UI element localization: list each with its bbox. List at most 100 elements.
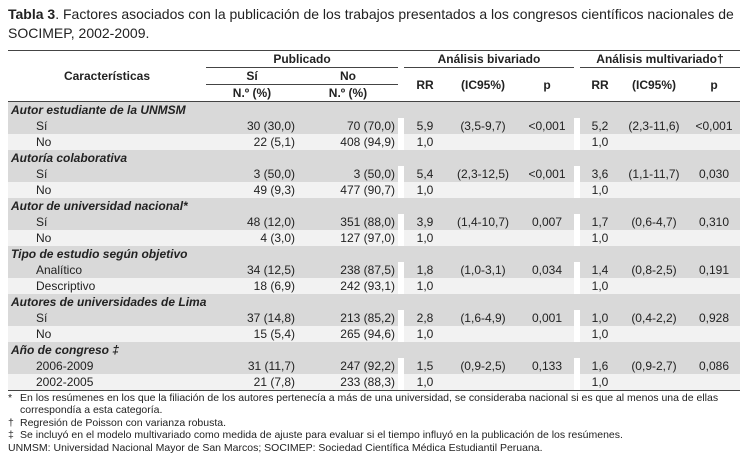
cell-ic-multivariado <box>620 326 688 342</box>
row-label: Sí <box>8 214 206 230</box>
cell-p-bivariado: <0,001 <box>520 118 574 134</box>
group-row: Tipo de estudio según objetivo <box>8 246 740 262</box>
cell-p-multivariado <box>688 326 740 342</box>
row-label: 2002-2005 <box>8 374 206 391</box>
table-caption: Tabla 3. Factores asociados con la publi… <box>8 5 743 43</box>
cell-p-bivariado <box>520 182 574 198</box>
footnote-mark: ‡ <box>8 429 14 442</box>
footnote: UNMSM: Universidad Nacional Mayor de San… <box>8 442 743 454</box>
cell-rr-bivariado: 1,5 <box>404 358 446 374</box>
cell-ic-bivariado: (1,0-3,1) <box>446 262 520 278</box>
group-title: Año de congreso ‡ <box>8 342 740 358</box>
cell-rr-bivariado: 5,9 <box>404 118 446 134</box>
cell-rr-multivariado: 3,6 <box>580 166 620 182</box>
cell-p-bivariado <box>520 230 574 246</box>
cell-rr-multivariado: 5,2 <box>580 118 620 134</box>
gap-cell <box>574 214 580 230</box>
table-row: 2006-2009 31 (11,7) 247 (92,2) 1,5 (0,9-2,5)… <box>8 358 740 374</box>
row-label: Analítico <box>8 262 206 278</box>
row-label: 2006-2009 <box>8 358 206 374</box>
table-row: No 22 (5,1) 408 (94,9) 1,0 1,0 <box>8 134 740 150</box>
gap-cell <box>398 118 404 134</box>
table-row: Sí 3 (50,0) 3 (50,0) 5,4 (2,3-12,5) <0,001 3,6… <box>8 166 740 182</box>
cell-p-bivariado: 0,001 <box>520 310 574 326</box>
group-row: Autores de universidades de Lima <box>8 294 740 310</box>
table-row: Analítico 34 (12,5) 238 (87,5) 1,8 (1,0-3,1)… <box>8 262 740 278</box>
cell-publicado-no: 127 (97,0) <box>298 230 398 246</box>
footnote-mark: * <box>8 392 13 404</box>
cell-p-multivariado <box>688 374 740 391</box>
group-row: Autoría colaborativa <box>8 150 740 166</box>
cell-p-multivariado: 0,310 <box>688 214 740 230</box>
cell-p-bivariado: 0,034 <box>520 262 574 278</box>
cell-rr-bivariado: 1,0 <box>404 326 446 342</box>
row-label: No <box>8 230 206 246</box>
row-label: No <box>8 134 206 150</box>
table-row: No 15 (5,4) 265 (94,6) 1,0 1,0 <box>8 326 740 342</box>
cell-p-bivariado <box>520 374 574 391</box>
cell-rr-multivariado: 1,0 <box>580 182 620 198</box>
cell-p-multivariado <box>688 278 740 294</box>
header-n-pct-no: N.º (%) <box>298 84 398 102</box>
cell-ic-bivariado <box>446 182 520 198</box>
cell-rr-bivariado: 1,0 <box>404 374 446 391</box>
header-caracteristicas: Características <box>8 50 206 102</box>
cell-p-multivariado: 0,030 <box>688 166 740 182</box>
group-title: Autor estudiante de la UNMSM <box>8 101 740 118</box>
cell-p-multivariado: 0,928 <box>688 310 740 326</box>
row-label: No <box>8 326 206 342</box>
gap-cell <box>398 214 404 230</box>
cell-ic-multivariado <box>620 278 688 294</box>
cell-publicado-si: 4 (3,0) <box>206 230 298 246</box>
cell-rr-multivariado: 1,0 <box>580 310 620 326</box>
gap-cell <box>398 230 404 246</box>
cell-rr-bivariado: 1,0 <box>404 182 446 198</box>
cell-rr-multivariado: 1,6 <box>580 358 620 374</box>
cell-p-bivariado <box>520 278 574 294</box>
cell-p-bivariado <box>520 326 574 342</box>
cell-rr-bivariado: 1,0 <box>404 278 446 294</box>
cell-ic-multivariado <box>620 230 688 246</box>
cell-rr-bivariado: 1,0 <box>404 134 446 150</box>
cell-ic-bivariado <box>446 278 520 294</box>
cell-p-multivariado: 0,086 <box>688 358 740 374</box>
gap-cell <box>398 182 404 198</box>
table-row: 2002-2005 21 (7,8) 233 (88,3) 1,0 1,0 <box>8 374 740 391</box>
footnote: ‡ Se incluyó en el modelo multivariado co… <box>8 429 743 441</box>
gap-cell <box>574 134 580 150</box>
cell-rr-multivariado: 1,0 <box>580 326 620 342</box>
cell-rr-bivariado: 1,8 <box>404 262 446 278</box>
table-row: Descriptivo 18 (6,9) 242 (93,1) 1,0 1,0 <box>8 278 740 294</box>
cell-ic-multivariado: (2,3-11,6) <box>620 118 688 134</box>
cell-p-multivariado <box>688 182 740 198</box>
header-publicado: Publicado <box>206 50 398 68</box>
cell-ic-multivariado <box>620 182 688 198</box>
cell-rr-multivariado: 1,0 <box>580 134 620 150</box>
table-row: Sí 30 (30,0) 70 (70,0) 5,9 (3,5-9,7) <0,001 5,… <box>8 118 740 134</box>
cell-ic-multivariado <box>620 374 688 391</box>
cell-publicado-no: 247 (92,2) <box>298 358 398 374</box>
header-si: Sí <box>206 67 298 85</box>
footnote-mark: † <box>8 416 14 429</box>
cell-publicado-si: 3 (50,0) <box>206 166 298 182</box>
header-ic-bivariado: (IC95%) <box>446 67 520 102</box>
table-row: Sí 37 (14,8) 213 (85,2) 2,8 (1,6-4,9) 0,001 1,… <box>8 310 740 326</box>
cell-publicado-no: 477 (90,7) <box>298 182 398 198</box>
cell-ic-bivariado <box>446 230 520 246</box>
table-row: No 4 (3,0) 127 (97,0) 1,0 1,0 <box>8 230 740 246</box>
cell-rr-multivariado: 1,7 <box>580 214 620 230</box>
gap-cell <box>574 278 580 294</box>
gap-cell <box>398 166 404 182</box>
gap-cell <box>574 326 580 342</box>
gap-cell <box>574 166 580 182</box>
gap-cell <box>398 262 404 278</box>
row-label: No <box>8 182 206 198</box>
gap-cell <box>398 374 404 391</box>
footnote-text: UNMSM: Universidad Nacional Mayor de San… <box>8 441 543 454</box>
header-n-pct-si: N.º (%) <box>206 84 298 102</box>
cell-rr-multivariado: 1,0 <box>580 374 620 391</box>
group-title: Autores de universidades de Lima <box>8 294 740 310</box>
gap-cell <box>398 326 404 342</box>
cell-publicado-no: 3 (50,0) <box>298 166 398 182</box>
cell-publicado-si: 22 (5,1) <box>206 134 298 150</box>
